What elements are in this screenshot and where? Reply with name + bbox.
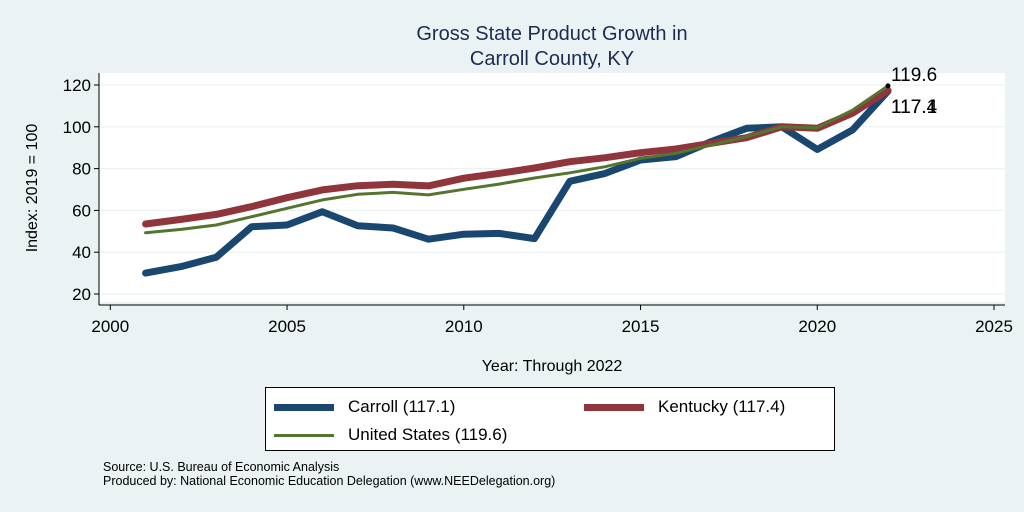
legend-label-carroll: Carroll (117.1) (348, 397, 456, 416)
footer: Source: U.S. Bureau of Economic Analysis… (103, 460, 555, 488)
produced-by-note: Produced by: National Economic Education… (103, 474, 556, 488)
x-tick-label-2020: 2020 (798, 317, 836, 336)
legend-item-kentucky: Kentucky (117.4) (584, 397, 785, 417)
y-axis-title: Index: 2019 = 100 (24, 124, 41, 253)
x-tick-label-2000: 2000 (91, 317, 129, 336)
series-line-united-states (144, 84, 890, 235)
source-note: Source: U.S. Bureau of Economic Analysis (103, 460, 340, 474)
legend: Carroll (117.1) Kentucky (117.4) United … (265, 387, 835, 451)
end-marker-united-states (885, 83, 891, 89)
end-label-united-states: 119.6 (891, 65, 937, 86)
legend-item-carroll: Carroll (117.1) (274, 397, 455, 417)
end-label-kentucky: 117.4 (891, 97, 938, 118)
end-label-carroll: 117.1 (891, 97, 937, 118)
y-tick-label-40: 40 (72, 243, 91, 262)
legend-label-kentucky: Kentucky (117.4) (658, 397, 786, 416)
legend-swatch-kentucky (584, 403, 644, 411)
y-tick-label-120: 120 (63, 76, 91, 95)
chart-title: Gross State Product Growth in Carroll Co… (416, 23, 687, 70)
legend-item-united-states: United States (119.6) (274, 425, 507, 445)
legend-label-united-states: United States (119.6) (348, 425, 508, 444)
series-line-carroll (142, 87, 892, 277)
chart-title-line-2: Carroll County, KY (470, 48, 634, 70)
y-tick-label-60: 60 (72, 201, 91, 220)
legend-swatch-carroll (274, 403, 334, 411)
x-tick-label-2015: 2015 (622, 317, 660, 336)
y-tick-label-20: 20 (72, 285, 91, 304)
x-tick-label-2010: 2010 (445, 317, 483, 336)
y-tick-label-100: 100 (63, 118, 91, 137)
series-lines (142, 84, 892, 277)
legend-swatch-united-states (274, 433, 334, 437)
y-tick-label-80: 80 (72, 160, 91, 179)
x-tick-label-2025: 2025 (975, 317, 1013, 336)
axes: 20 40 60 80 100 120 2000 2005 2010 2015 2020 2025 (63, 73, 1013, 336)
x-axis-title: Year: Through 2022 (482, 358, 623, 375)
chart-title-line-1: Gross State Product Growth in (416, 23, 687, 45)
x-tick-label-2005: 2005 (268, 317, 306, 336)
